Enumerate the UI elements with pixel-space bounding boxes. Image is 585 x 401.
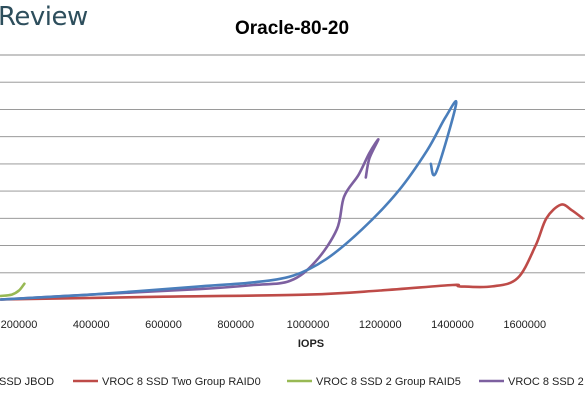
x-tick-label: 1600000 — [503, 319, 546, 331]
x-tick-label: 400000 — [73, 319, 110, 331]
legend-label: VROC 8 SSD Two Group RAID0 — [102, 376, 261, 388]
series-lines — [0, 99, 584, 301]
x-tick-label: 800000 — [217, 319, 254, 331]
brand-logo-text: Review — [0, 2, 88, 32]
series-line-0 — [0, 99, 458, 301]
gridlines — [0, 54, 585, 274]
x-axis-title: IOPS — [298, 338, 324, 350]
chart-title: Oracle-80-20 — [235, 18, 349, 39]
series-line-2 — [0, 282, 26, 298]
series-line-1 — [0, 203, 584, 301]
legend-label: SSD JBOD — [0, 376, 54, 388]
x-tick-label: 1200000 — [359, 319, 402, 331]
x-tick-label: 1400000 — [431, 319, 474, 331]
x-tick-label: 1000000 — [287, 319, 330, 331]
x-tick-label: 200000 — [1, 319, 38, 331]
legend-label: VROC 8 SSD 2 Group RAID5 — [316, 376, 461, 388]
legend-label: VROC 8 SSD 2 G — [508, 376, 585, 388]
x-axis-ticks: 200000 400000 600000 800000 1000000 1200000 14… — [1, 319, 547, 331]
legend: SSD JBOD VROC 8 SSD Two Group RAID0 VROC 8… — [0, 376, 585, 388]
x-tick-label: 600000 — [145, 319, 182, 331]
series-line-3 — [0, 138, 380, 301]
